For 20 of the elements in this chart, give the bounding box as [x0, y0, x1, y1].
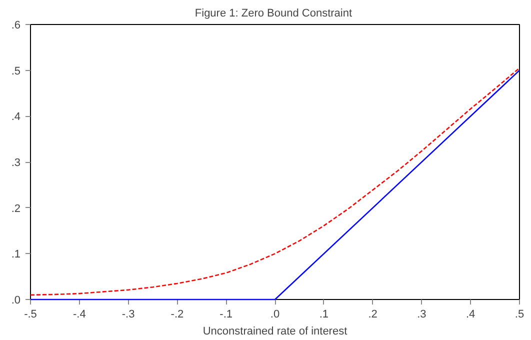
x-tick-label: -.5: [24, 308, 37, 320]
y-tick-label: .4: [11, 111, 21, 124]
x-tick-label: .5: [514, 308, 524, 320]
y-tick-label: .0: [11, 294, 21, 306]
y-tick-label: .5: [11, 65, 21, 78]
x-tick-label: -.1: [220, 308, 233, 320]
y-tick-label: .3: [11, 157, 21, 169]
x-tick-label: .2: [368, 308, 378, 320]
x-tick-label: .4: [466, 308, 476, 320]
x-axis-title: Unconstrained rate of interest: [202, 326, 348, 338]
x-tick-label: .1: [319, 308, 328, 320]
x-tick-label: .0: [270, 308, 280, 320]
y-tick-label: .2: [11, 202, 21, 215]
chart-title: Figure 1: Zero Bound Constraint: [194, 8, 352, 20]
x-tick-label: -.4: [72, 308, 86, 320]
y-tick-label: .1: [11, 248, 21, 261]
x-tick-label: -.3: [122, 308, 135, 320]
x-tick-label: -.2: [170, 308, 184, 320]
y-tick-label: .6: [11, 20, 21, 32]
x-tick-label: .3: [417, 308, 426, 320]
